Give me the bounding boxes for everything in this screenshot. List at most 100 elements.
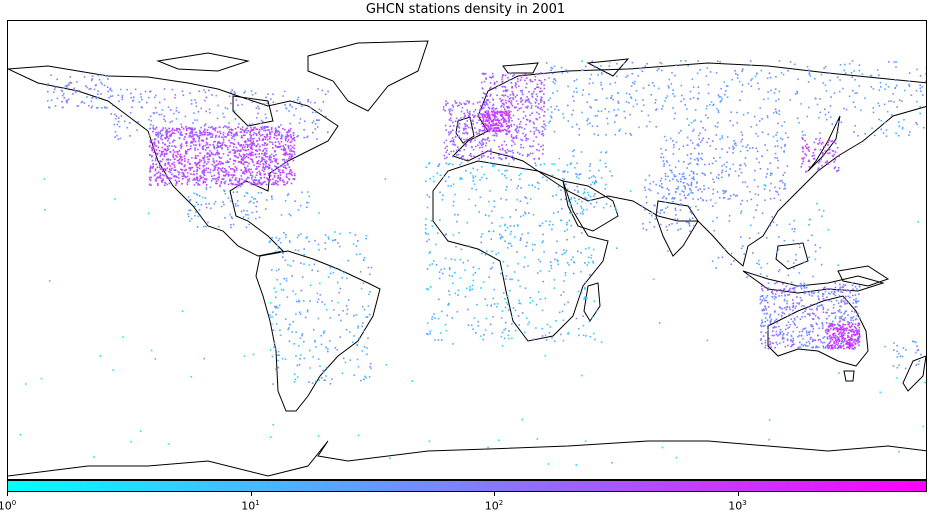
station-point (295, 107, 297, 110)
station-point (584, 196, 586, 199)
station-point (537, 187, 540, 190)
station-point (429, 177, 431, 180)
station-point (806, 313, 809, 315)
station-point (287, 172, 290, 175)
station-point (257, 132, 260, 134)
station-point (854, 92, 856, 94)
station-point (561, 253, 563, 256)
station-point (686, 108, 688, 110)
station-point (514, 329, 517, 332)
station-point (569, 163, 572, 166)
station-point (477, 115, 479, 118)
station-point (444, 234, 447, 236)
station-point (277, 177, 279, 179)
station-point (228, 139, 230, 142)
station-point (880, 128, 882, 131)
station-point (196, 119, 199, 121)
station-point (705, 107, 708, 110)
station-point (495, 124, 498, 126)
station-point (521, 139, 524, 142)
station-point (566, 190, 569, 193)
station-point (843, 340, 845, 343)
station-point (501, 94, 504, 97)
station-point (460, 103, 462, 105)
station-point (500, 118, 503, 121)
station-point (234, 183, 236, 186)
station-point (691, 217, 694, 219)
station-point (687, 163, 690, 165)
station-point (614, 81, 617, 84)
station-point (615, 114, 617, 117)
station-point (798, 272, 801, 274)
station-point (275, 153, 277, 156)
station-point (817, 334, 819, 337)
station-point (502, 74, 505, 76)
station-point (457, 289, 460, 292)
station-point (275, 236, 278, 239)
station-point (897, 121, 900, 123)
station-point (215, 160, 218, 162)
station-point (718, 96, 720, 98)
station-point (186, 175, 189, 178)
station-point (286, 131, 289, 133)
station-point (783, 299, 786, 302)
station-point (207, 221, 209, 224)
station-point (474, 272, 477, 274)
station-point (584, 296, 587, 298)
station-point (299, 204, 302, 207)
station-point (220, 169, 223, 172)
station-point (549, 97, 551, 100)
station-point (243, 157, 245, 160)
station-point (187, 127, 190, 129)
station-point (196, 134, 199, 137)
station-point (730, 111, 732, 113)
station-point (443, 267, 446, 270)
station-point (552, 81, 554, 83)
station-point (178, 172, 181, 174)
station-point (832, 150, 835, 152)
station-point (838, 155, 840, 158)
station-point (481, 146, 484, 148)
station-point (478, 129, 481, 131)
station-point (172, 149, 175, 151)
station-point (582, 69, 584, 71)
station-point (536, 86, 538, 89)
station-point (838, 90, 841, 93)
station-point (688, 124, 690, 126)
station-point (608, 65, 611, 67)
station-point (783, 313, 786, 315)
station-point (288, 157, 290, 160)
station-point (230, 226, 232, 229)
station-point (821, 141, 824, 144)
station-point (259, 163, 261, 166)
station-point (535, 73, 538, 75)
station-point (228, 122, 230, 124)
station-point (269, 349, 272, 351)
station-point (174, 169, 177, 171)
station-point (276, 146, 278, 149)
station-point (580, 292, 583, 294)
station-point (309, 284, 312, 287)
station-point (450, 258, 453, 261)
station-point (248, 123, 251, 126)
station-point (779, 342, 781, 345)
station-point (600, 84, 603, 86)
station-point (178, 177, 180, 179)
station-point (858, 335, 861, 337)
station-point (257, 179, 259, 182)
station-point (194, 127, 196, 130)
station-point (199, 177, 202, 180)
station-point (705, 114, 707, 116)
station-point (472, 274, 475, 276)
station-point (583, 296, 586, 299)
station-point (159, 132, 161, 134)
station-point (238, 177, 241, 180)
station-point (507, 76, 509, 79)
station-point (220, 162, 223, 164)
station-point (155, 180, 157, 182)
station-point (775, 296, 777, 299)
station-point (252, 161, 254, 163)
station-point (113, 123, 116, 126)
station-point (288, 131, 290, 133)
station-point (306, 201, 308, 204)
